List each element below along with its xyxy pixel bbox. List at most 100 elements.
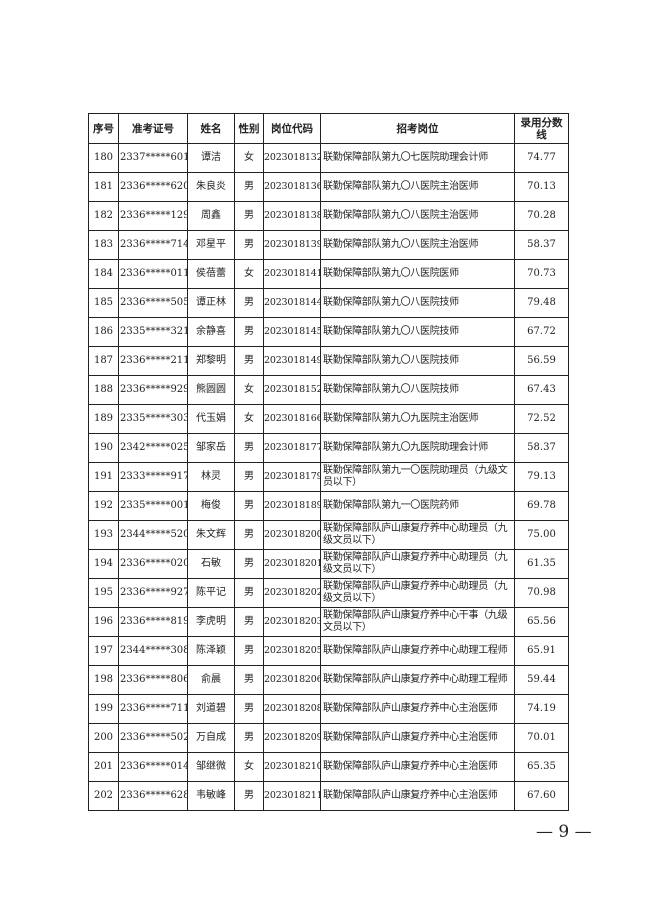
cell-position: 联勤保障部队庐山康复疗养中心主治医师 — [320, 694, 515, 724]
cell-score: 79.13 — [514, 462, 569, 492]
cell-name: 朱良炎 — [187, 172, 235, 202]
cell-position: 联勤保障部队第九〇八医院技师 — [320, 346, 515, 376]
cell-gender: 男 — [234, 462, 264, 492]
cell-gender: 女 — [234, 752, 264, 782]
cell-position-code: 2023018152 — [263, 375, 321, 405]
table-row: 193 2344*****520 朱文辉男 2023018200 联勤保障部队庐山康复疗… — [88, 520, 569, 550]
cell-exam-id: 2336*****014 — [118, 752, 188, 782]
cell-score: 67.72 — [514, 317, 569, 347]
cell-name: 谭洁 — [187, 143, 235, 173]
header-position-code: 岗位代码 — [263, 113, 321, 144]
cell-score: 70.01 — [514, 723, 569, 753]
cell-exam-id: 2336*****806 — [118, 665, 188, 695]
cell-exam-id: 2344*****520 — [118, 520, 188, 550]
cell-score: 69.78 — [514, 491, 569, 521]
table-row: 185 2336*****505 谭正林男 2023018144 联勤保障部队第九〇八医… — [88, 288, 569, 318]
header-score: 录用分数线 — [514, 113, 569, 144]
cell-name: 朱文辉 — [187, 520, 235, 550]
cell-exam-id: 2335*****303 — [118, 404, 188, 434]
cell-score: 70.73 — [514, 259, 569, 289]
cell-gender: 男 — [234, 607, 264, 637]
table-row: 197 2344*****308 陈泽颖男 2023018205 联勤保障部队庐山康复疗… — [88, 636, 569, 666]
cell-gender: 男 — [234, 433, 264, 463]
cell-index: 180 — [88, 143, 119, 173]
cell-exam-id: 2336*****505 — [118, 288, 188, 318]
table-row: 182 2336*****129 周鑫男 2023018138 联勤保障部队第九〇八医院… — [88, 201, 569, 231]
cell-gender: 男 — [234, 201, 264, 231]
cell-index: 201 — [88, 752, 119, 782]
cell-gender: 女 — [234, 375, 264, 405]
cell-exam-id: 2336*****011 — [118, 259, 188, 289]
cell-name: 韦敏峰 — [187, 781, 235, 811]
cell-position-code: 2023018166 — [263, 404, 321, 434]
cell-name: 代玉娟 — [187, 404, 235, 434]
cell-score: 61.35 — [514, 549, 569, 579]
cell-score: 79.48 — [514, 288, 569, 318]
cell-position: 联勤保障部队庐山康复疗养中心主治医师 — [320, 723, 515, 753]
cell-index: 183 — [88, 230, 119, 260]
cell-score: 72.52 — [514, 404, 569, 434]
cell-score: 70.13 — [514, 172, 569, 202]
cell-position-code: 2023018136 — [263, 172, 321, 202]
cell-position-code: 2023018206 — [263, 665, 321, 695]
table-row: 190 2342*****025 邹家岳男 2023018177 联勤保障部队第九〇九医… — [88, 433, 569, 463]
cell-index: 185 — [88, 288, 119, 318]
cell-index: 195 — [88, 578, 119, 608]
cell-exam-id: 2333*****917 — [118, 462, 188, 492]
table-row: 200 2336*****502 万自成男 2023018209 联勤保障部队庐山康复疗… — [88, 723, 569, 753]
cell-name: 陈泽颖 — [187, 636, 235, 666]
cell-gender: 女 — [234, 259, 264, 289]
cell-gender: 男 — [234, 723, 264, 753]
cell-name: 李虎明 — [187, 607, 235, 637]
cell-score: 70.28 — [514, 201, 569, 231]
cell-position-code: 2023018189 — [263, 491, 321, 521]
cell-position-code: 2023018144 — [263, 288, 321, 318]
cell-name: 刘道碧 — [187, 694, 235, 724]
cell-exam-id: 2344*****308 — [118, 636, 188, 666]
cell-name: 陈平记 — [187, 578, 235, 608]
table-row: 181 2336*****620 朱良炎男 2023018136 联勤保障部队第九〇八医… — [88, 172, 569, 202]
cell-position: 联勤保障部队第九〇九医院主治医师 — [320, 404, 515, 434]
cell-name: 林灵 — [187, 462, 235, 492]
cell-index: 193 — [88, 520, 119, 550]
cell-gender: 女 — [234, 404, 264, 434]
cell-position: 联勤保障部队庐山康复疗养中心助理工程师 — [320, 636, 515, 666]
cell-score: 67.60 — [514, 781, 569, 811]
cell-exam-id: 2336*****620 — [118, 172, 188, 202]
cell-position-code: 2023018201 — [263, 549, 321, 579]
cell-index: 192 — [88, 491, 119, 521]
cell-index: 197 — [88, 636, 119, 666]
cell-index: 184 — [88, 259, 119, 289]
cell-score: 56.59 — [514, 346, 569, 376]
cell-exam-id: 2335*****001 — [118, 491, 188, 521]
cell-gender: 男 — [234, 172, 264, 202]
table-row: 183 2336*****714 邓星平男 2023018139 联勤保障部队第九〇八医… — [88, 230, 569, 260]
table-row: 180 2337*****601 谭洁女 2023018132 联勤保障部队第九〇七医院… — [88, 143, 569, 173]
table-row: 195 2336*****927 陈平记男 2023018202 联勤保障部队庐山康复疗… — [88, 578, 569, 608]
cell-name: 俞晨 — [187, 665, 235, 695]
table-row: 191 2333*****917 林灵男 2023018179 联勤保障部队第九一〇医院… — [88, 462, 569, 492]
cell-exam-id: 2336*****211 — [118, 346, 188, 376]
cell-position: 联勤保障部队第九一〇医院助理员（九级文员以下） — [320, 462, 515, 492]
cell-gender: 男 — [234, 346, 264, 376]
cell-name: 邹家岳 — [187, 433, 235, 463]
cell-position: 联勤保障部队第九一〇医院药师 — [320, 491, 515, 521]
cell-index: 199 — [88, 694, 119, 724]
cell-name: 郑黎明 — [187, 346, 235, 376]
cell-position-code: 2023018138 — [263, 201, 321, 231]
table-row: 184 2336*****011 侯蓓蕾女 2023018141 联勤保障部队第九〇八医… — [88, 259, 569, 289]
cell-index: 200 — [88, 723, 119, 753]
cell-exam-id: 2336*****819 — [118, 607, 188, 637]
table-row: 187 2336*****211 郑黎明男 2023018149 联勤保障部队第九〇八医… — [88, 346, 569, 376]
table-row: 202 2336*****628 韦敏峰男 2023018211 联勤保障部队庐山康复疗… — [88, 781, 569, 811]
cell-position-code: 2023018177 — [263, 433, 321, 463]
cell-position-code: 2023018132 — [263, 143, 321, 173]
table-row: 199 2336*****711 刘道碧男 2023018208 联勤保障部队庐山康复疗… — [88, 694, 569, 724]
cell-name: 邹继微 — [187, 752, 235, 782]
cell-position: 联勤保障部队第九〇八医院医师 — [320, 259, 515, 289]
cell-gender: 女 — [234, 143, 264, 173]
cell-exam-id: 2336*****628 — [118, 781, 188, 811]
cell-name: 石敏 — [187, 549, 235, 579]
cell-score: 70.98 — [514, 578, 569, 608]
cell-position-code: 2023018141 — [263, 259, 321, 289]
